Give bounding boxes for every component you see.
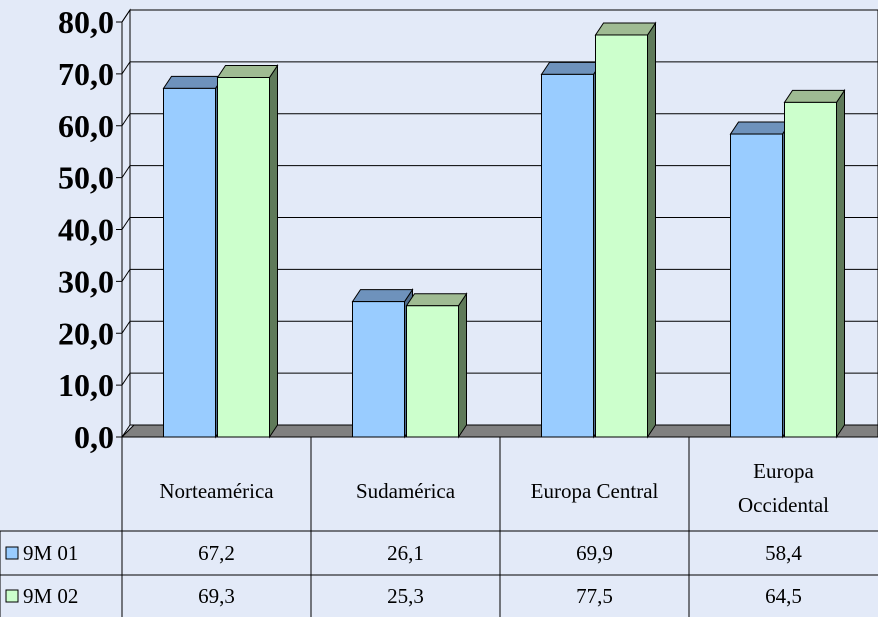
bar-top-face [783, 89, 846, 103]
y-tick-label: 60,0 [58, 108, 114, 144]
category-label: Norteamérica [159, 479, 274, 503]
bar-9m-01-0 [162, 74, 225, 439]
bar-top-face [405, 293, 468, 307]
bar-9m-02-3 [783, 88, 846, 439]
data-label: 69,3 [198, 584, 235, 608]
y-tick-label: 40,0 [58, 212, 114, 248]
data-label: 58,4 [765, 541, 802, 565]
y-tick-label: 10,0 [58, 367, 114, 403]
bar-front-face [406, 305, 459, 438]
bar-side-face [836, 88, 845, 439]
bar-front-face [730, 133, 783, 438]
category-label: Europa [753, 459, 814, 483]
series-label: 9M 02 [23, 584, 78, 608]
bar-9m-01-3 [729, 120, 792, 439]
data-label: 77,5 [576, 584, 613, 608]
data-table: Norteamérica Sudamérica Europa Central Euro… [0, 437, 878, 617]
gridline [121, 9, 878, 23]
y-tick-label: 0,0 [74, 419, 114, 455]
bar-side-face [269, 63, 278, 439]
bar-front-face [784, 101, 837, 438]
legend-key [5, 546, 19, 560]
legend-key [5, 589, 19, 603]
bar-top-face [162, 75, 225, 89]
data-label: 25,3 [387, 584, 424, 608]
bar-top-face [729, 121, 792, 135]
bar-top-face [594, 22, 657, 36]
y-tick-label: 20,0 [58, 315, 114, 351]
category-label: Europa Central [531, 479, 659, 503]
bar-top-face [540, 61, 603, 75]
category-label: Sudamérica [356, 479, 456, 503]
data-label: 69,9 [576, 541, 613, 565]
chart-bars [162, 21, 846, 439]
bar-front-face [217, 77, 270, 438]
y-axis: 0,0 10,0 20,0 30,0 40,0 50,0 60,0 70,0 80,0 [58, 4, 123, 455]
y-tick-label: 70,0 [58, 56, 114, 92]
y-tick-label: 50,0 [58, 160, 114, 196]
bar-9m-02-0 [216, 63, 279, 439]
data-label: 26,1 [387, 541, 424, 565]
y-tick-label: 30,0 [58, 263, 114, 299]
data-label: 64,5 [765, 584, 802, 608]
series-label: 9M 01 [23, 541, 78, 565]
bar-front-face [595, 34, 648, 438]
bar-front-face [163, 87, 216, 438]
bar-9m-02-2 [594, 21, 657, 439]
data-label: 67,2 [198, 541, 235, 565]
bar-top-face [351, 289, 414, 303]
bar-9m-01-2 [540, 60, 603, 439]
bar-front-face [541, 73, 594, 438]
bar-side-face [647, 21, 656, 439]
bar-front-face [352, 301, 405, 438]
bar-top-face [216, 65, 279, 79]
category-label: Occidental [738, 493, 829, 517]
y-tick-label: 80,0 [58, 4, 114, 40]
bar-9m-02-1 [405, 292, 468, 439]
bar-side-face [458, 292, 467, 439]
bar-9m-01-1 [351, 287, 414, 439]
